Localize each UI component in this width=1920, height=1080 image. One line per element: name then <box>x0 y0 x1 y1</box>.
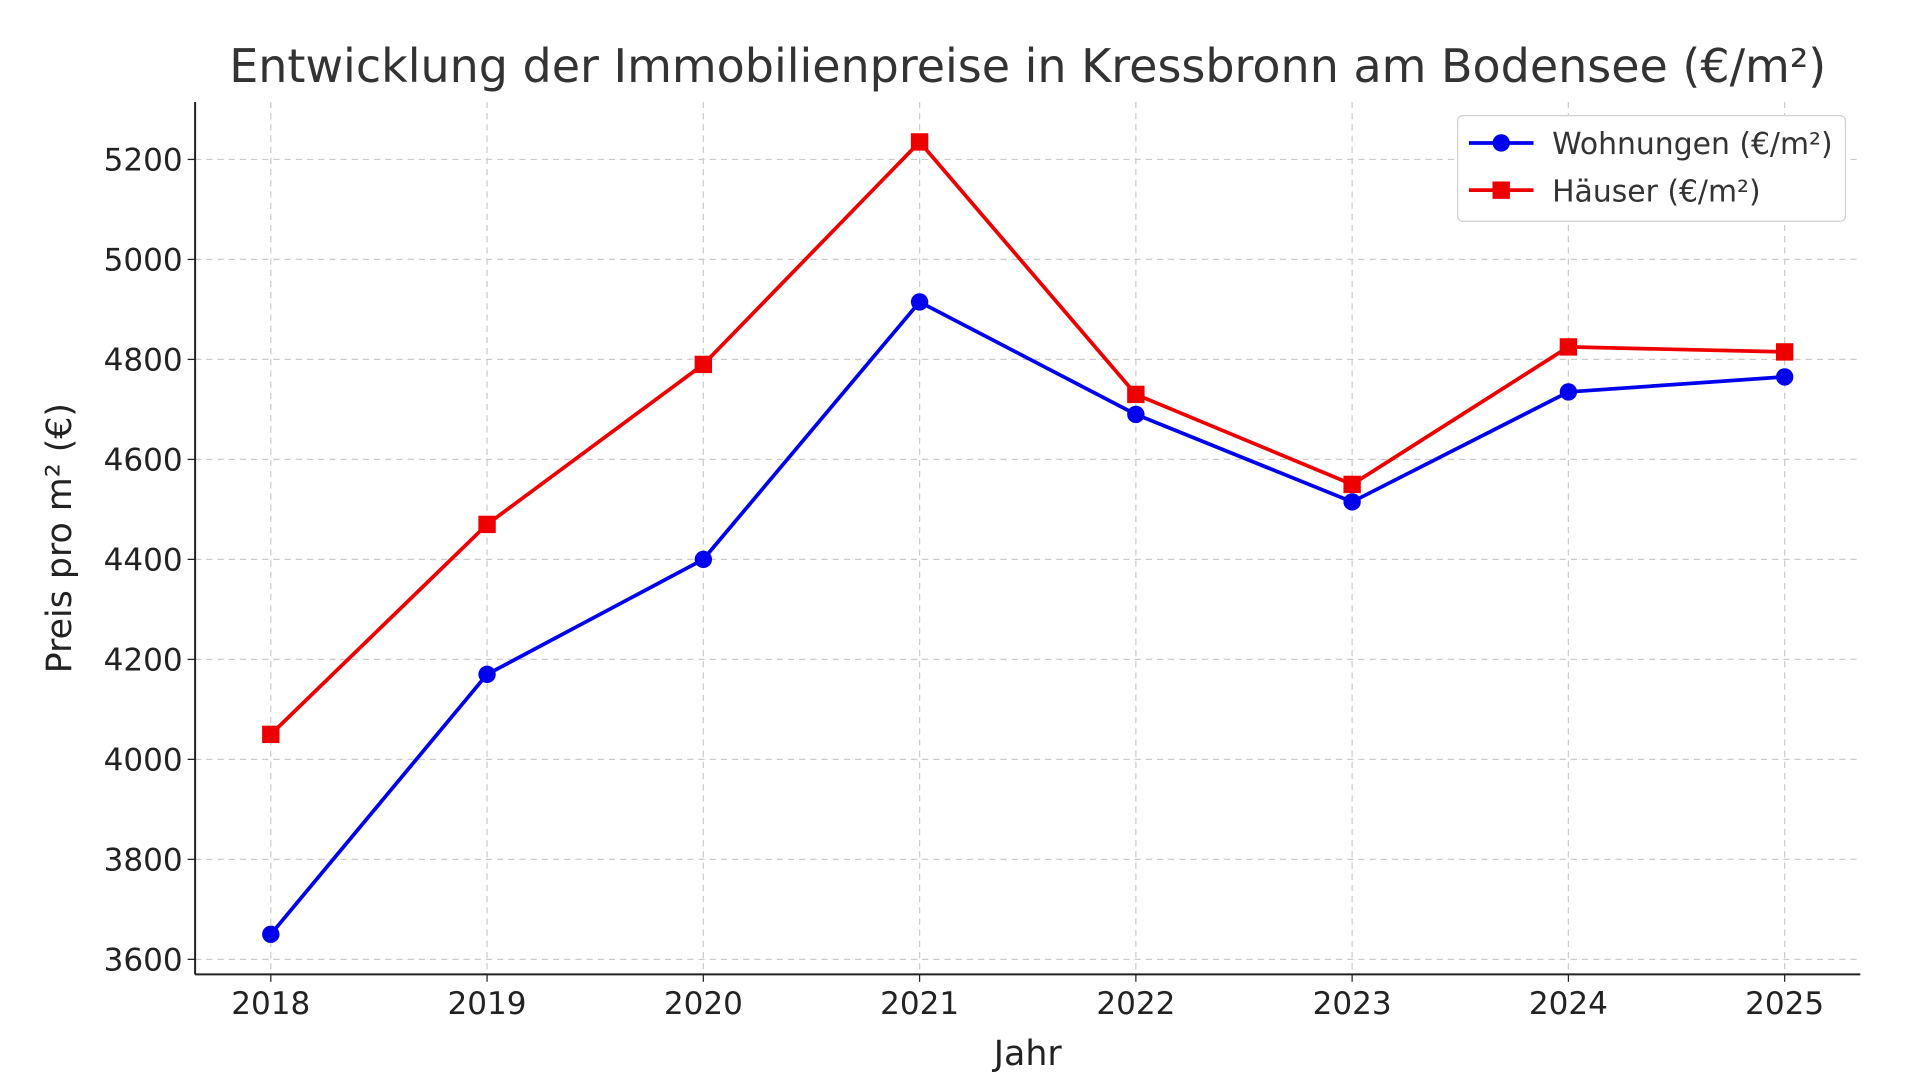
data-point-circle <box>1775 368 1794 386</box>
series-layer <box>262 133 1794 944</box>
legend: Wohnungen (€/m²) Häuser (€/m²) <box>1457 114 1847 222</box>
data-point-square <box>1775 343 1794 361</box>
data-point-square <box>694 355 713 374</box>
x-tick-label: 2019 <box>448 986 527 1022</box>
y-tick-label: 4000 <box>104 743 183 779</box>
x-tick-label: 2021 <box>880 986 959 1022</box>
y-tick-label: 4600 <box>104 443 183 479</box>
gridlines <box>195 101 1861 975</box>
y-tick-label: 4200 <box>104 643 183 679</box>
data-point-circle <box>694 550 713 569</box>
x-tick-label: 2025 <box>1745 986 1824 1022</box>
data-point-circle <box>478 665 496 684</box>
series-line-0 <box>269 299 1785 936</box>
data-point-circle <box>1127 405 1145 424</box>
x-tick-label: 2018 <box>231 986 310 1022</box>
data-point-circle <box>262 925 280 944</box>
data-point-square <box>1559 338 1578 356</box>
legend-label-wohnungen: Wohnungen (€/m²) <box>1552 127 1832 162</box>
data-point-square <box>262 725 280 744</box>
legend-box <box>1457 114 1847 222</box>
x-tick-label: 2023 <box>1313 986 1392 1022</box>
x-axis-ticks: 2018 2019 2020 2021 2022 2023 2024 2025 <box>231 974 1824 1022</box>
legend-label-haeuser: Häuser (€/m²) <box>1552 174 1760 209</box>
data-point-square <box>1127 385 1145 404</box>
x-axis-label: Jahr <box>992 1034 1063 1074</box>
data-point-circle <box>910 293 929 311</box>
data-point-square <box>478 515 496 534</box>
series-line-1 <box>269 139 1785 736</box>
y-axis-label: Preis pro m² (€) <box>40 403 80 673</box>
data-point-square <box>1343 475 1361 494</box>
data-point-circle <box>1343 493 1361 511</box>
legend-marker-wohnungen <box>1492 134 1510 152</box>
y-tick-label: 5000 <box>104 243 183 279</box>
legend-marker-haeuser <box>1492 181 1510 199</box>
chart-title: Entwicklung der Immobilienpreise in Kres… <box>229 39 1826 93</box>
data-point-circle <box>1559 383 1578 401</box>
data-point-square <box>910 133 929 151</box>
y-tick-label: 5200 <box>104 143 183 179</box>
x-tick-label: 2022 <box>1096 986 1175 1022</box>
y-tick-label: 3600 <box>104 943 183 979</box>
y-tick-label: 4400 <box>104 543 183 579</box>
x-tick-label: 2024 <box>1529 986 1608 1022</box>
y-axis-ticks: 3600 3800 4000 4200 4400 4600 4800 5000 5200 <box>104 143 196 979</box>
y-tick-label: 4800 <box>104 343 183 379</box>
x-tick-label: 2020 <box>664 986 743 1022</box>
y-tick-label: 3800 <box>104 843 183 879</box>
